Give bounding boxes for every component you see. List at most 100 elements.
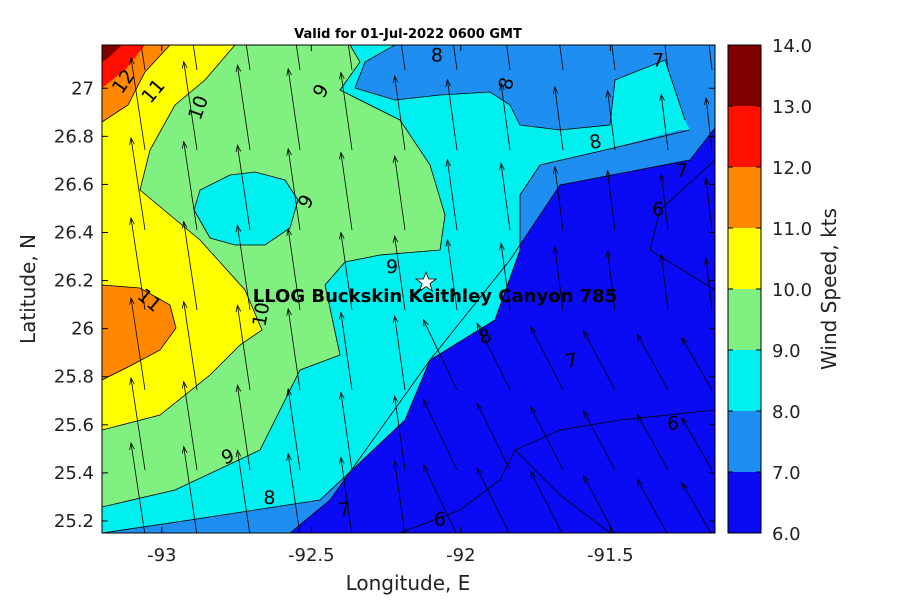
x-axis-ticks: -93 -92.5 -92 -91.5	[147, 45, 634, 566]
wind-arrow	[660, 174, 669, 231]
wind-arrow-head	[392, 395, 399, 404]
wind-arrow-head	[129, 296, 135, 305]
wind-arrow-head	[286, 307, 292, 316]
y-tick-label: 26.4	[54, 223, 94, 244]
wind-arrow	[530, 406, 564, 471]
band-13-14	[102, 45, 122, 62]
wind-arrow-head	[129, 136, 135, 145]
wind-arrow	[237, 145, 251, 231]
wind-arrow	[476, 468, 510, 533]
wind-arrow-head	[553, 7, 558, 14]
contour-label: 6	[652, 198, 664, 220]
wind-arrow	[476, 403, 511, 471]
contour-label: 7	[676, 160, 688, 182]
wind-arrow	[183, 381, 198, 471]
wind-arrow	[446, 159, 458, 231]
wind-arrow	[660, 254, 669, 311]
colorbar-segment	[728, 106, 761, 167]
wind-arrow	[130, 442, 146, 533]
wind-arrow	[681, 337, 713, 391]
wind-arrow-head	[446, 0, 451, 7]
wind-arrow	[130, 217, 146, 311]
wind-arrow	[681, 482, 712, 533]
wind-arrow	[446, 239, 458, 311]
wind-arrow-head	[181, 380, 188, 389]
wind-arrow-head	[681, 481, 688, 490]
y-tick-label: 25.6	[54, 415, 94, 436]
wind-arrow-head	[582, 409, 590, 418]
colorbar-segment	[728, 350, 761, 411]
wind-arrow	[287, 68, 301, 151]
wind-arrow-head	[129, 56, 135, 65]
wind-arrow	[183, 221, 198, 311]
y-tick-label: 25.8	[54, 367, 94, 388]
wind-arrow	[340, 152, 353, 231]
wind-arrow-head	[636, 478, 643, 487]
wind-arrow	[423, 319, 458, 391]
wind-arrow-head	[235, 224, 242, 233]
colorbar-tick-label: 10.0	[772, 280, 812, 301]
wind-arrow-head	[476, 402, 483, 411]
wind-arrows	[129, 0, 713, 533]
wind-arrow-head	[393, 0, 398, 3]
colorbar-segment	[728, 167, 761, 228]
wind-arrow	[708, 45, 713, 71]
wind-arrow-head	[392, 155, 399, 164]
wind-arrow	[130, 137, 146, 231]
contour-label: 8	[263, 487, 275, 509]
wind-arrow	[500, 83, 511, 151]
wind-arrow	[583, 330, 616, 391]
wind-arrow	[394, 316, 406, 391]
colorbar-label: Wind Speed, kts	[817, 208, 841, 370]
band-11-blob	[102, 285, 176, 380]
wind-arrow	[611, 45, 616, 71]
wind-arrow	[287, 228, 301, 311]
x-tick-label: -92.5	[288, 545, 335, 566]
wind-arrow-head	[422, 398, 429, 407]
wind-arrow-head	[339, 231, 345, 240]
wind-arrow-head	[681, 336, 688, 345]
wind-arrow	[530, 326, 564, 391]
wind-arrow	[394, 461, 406, 533]
contour-label: 8	[588, 130, 604, 154]
y-tick-label: 26.8	[54, 126, 94, 147]
contour-label: 7	[337, 498, 353, 522]
y-axis-ticks: 25.2 25.4 25.6 25.8 26 26.2 26.4 26.6 26.8 27	[54, 78, 715, 532]
wind-arrow-head	[392, 235, 399, 244]
wind-arrow	[446, 79, 458, 151]
contour-label: 8	[431, 45, 443, 67]
wind-arrow	[130, 57, 146, 151]
wind-arrow	[340, 457, 353, 533]
chart-title: Valid for 01-Jul-2022 0600 GMT	[294, 27, 522, 42]
wind-arrow-head	[499, 162, 505, 171]
wind-arrow	[394, 236, 406, 311]
colorbar-tick-label: 7.0	[772, 463, 801, 484]
colorbar-segment	[728, 289, 761, 350]
wind-arrow-head	[422, 318, 429, 327]
wind-arrow	[681, 417, 713, 471]
wind-arrow	[636, 334, 669, 391]
colorbar-tick-label: 8.0	[772, 402, 801, 423]
contour-label: 10	[249, 301, 275, 329]
wind-arrow	[401, 45, 406, 71]
wind-arrow	[237, 225, 251, 311]
wind-arrow-head	[422, 463, 429, 472]
colorbar-tick-label: 9.0	[772, 341, 801, 362]
colorbar: 6.0 7.0 8.0 9.0 10.0 11.0 12.0 13.0 14.0	[728, 36, 812, 545]
wind-arrow-head	[181, 220, 188, 229]
band-12-13	[102, 45, 145, 88]
wind-arrow-head	[392, 460, 399, 469]
wind-arrow	[237, 65, 251, 151]
wind-arrow	[423, 399, 458, 471]
colorbar-tick-label: 12.0	[772, 158, 812, 179]
wind-arrow	[183, 446, 198, 533]
contour-lines	[102, 45, 715, 533]
wind-arrow	[237, 450, 251, 533]
y-tick-label: 26	[71, 319, 94, 340]
wind-arrow-head	[582, 474, 590, 483]
wind-arrow-head	[660, 14, 665, 21]
y-tick-label: 26.6	[54, 174, 94, 195]
wind-arrow-head	[286, 227, 292, 236]
y-tick-label: 26.2	[54, 271, 94, 292]
wind-arrow-head	[339, 71, 345, 80]
